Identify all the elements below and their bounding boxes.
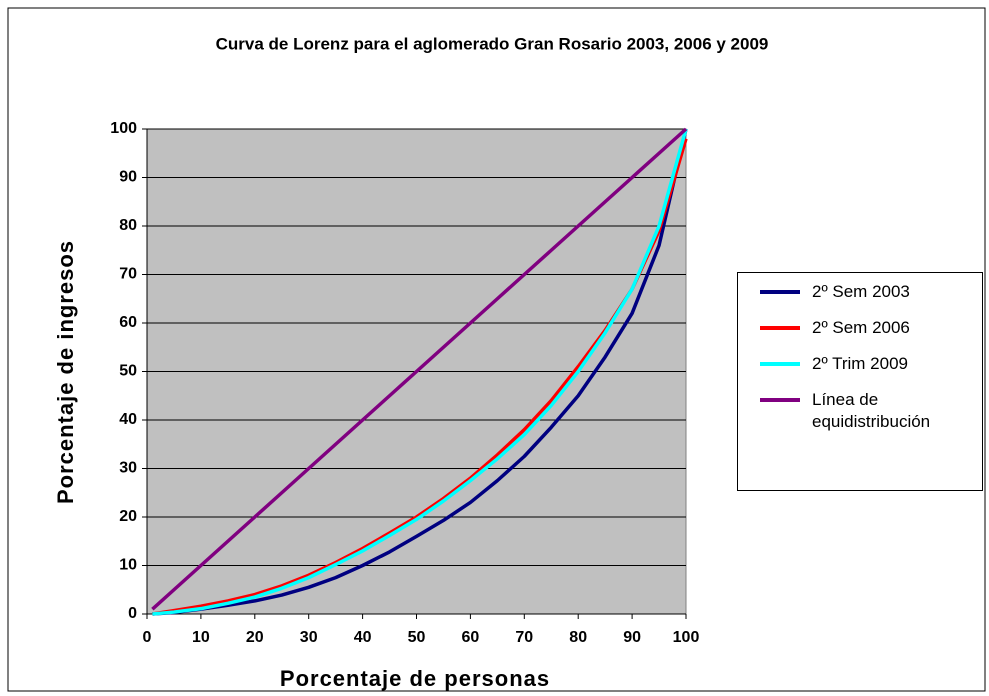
legend-item: 2º Trim 2009 [760,353,982,375]
x-tick-label: 70 [515,629,533,646]
series-line [152,128,688,616]
series-line [152,128,688,616]
y-tick-label: 10 [119,557,137,574]
y-tick-label: 100 [110,120,137,137]
legend-swatch [760,326,800,330]
legend-swatch [760,290,800,294]
y-tick-label: 60 [119,314,137,331]
x-tick-label: 90 [623,629,641,646]
x-tick-label: 50 [408,629,426,646]
chart-title: Curva de Lorenz para el aglomerado Gran … [216,34,769,53]
series-line [152,138,688,616]
series-line [151,127,688,611]
x-tick-label: 60 [462,629,480,646]
legend-swatch [760,398,800,402]
legend: 2º Sem 2003 2º Sem 2006 2º Trim 2009 Línea … [737,272,983,491]
y-tick-label: 80 [119,217,137,234]
y-tick-label: 70 [119,266,137,283]
legend-label: 2º Sem 2003 [812,282,910,301]
y-tick-label: 30 [119,460,137,477]
x-tick-label: 20 [246,629,264,646]
legend-label: 2º Trim 2009 [812,354,908,373]
x-tick-label: 100 [673,629,700,646]
legend-swatch [760,362,800,366]
y-axis-label: Porcentaje de ingresos [53,240,78,504]
y-tick-label: 20 [119,508,137,525]
x-axis-label: Porcentaje de personas [280,666,550,691]
x-tick-label: 10 [192,629,210,646]
y-tick-label: 50 [119,363,137,380]
x-tick-label: 0 [143,629,152,646]
legend-item: Línea de equidistribución [760,389,982,433]
legend-label: 2º Sem 2006 [812,318,910,337]
y-tick-label: 40 [119,411,137,428]
legend-item: 2º Sem 2006 [760,317,982,339]
y-tick-label: 0 [128,605,137,622]
legend-item: 2º Sem 2003 [760,281,982,303]
x-tick-label: 80 [569,629,587,646]
legend-label: Línea de equidistribución [812,390,931,431]
x-tick-label: 30 [300,629,318,646]
x-tick-label: 40 [354,629,372,646]
y-tick-label: 90 [119,169,137,186]
